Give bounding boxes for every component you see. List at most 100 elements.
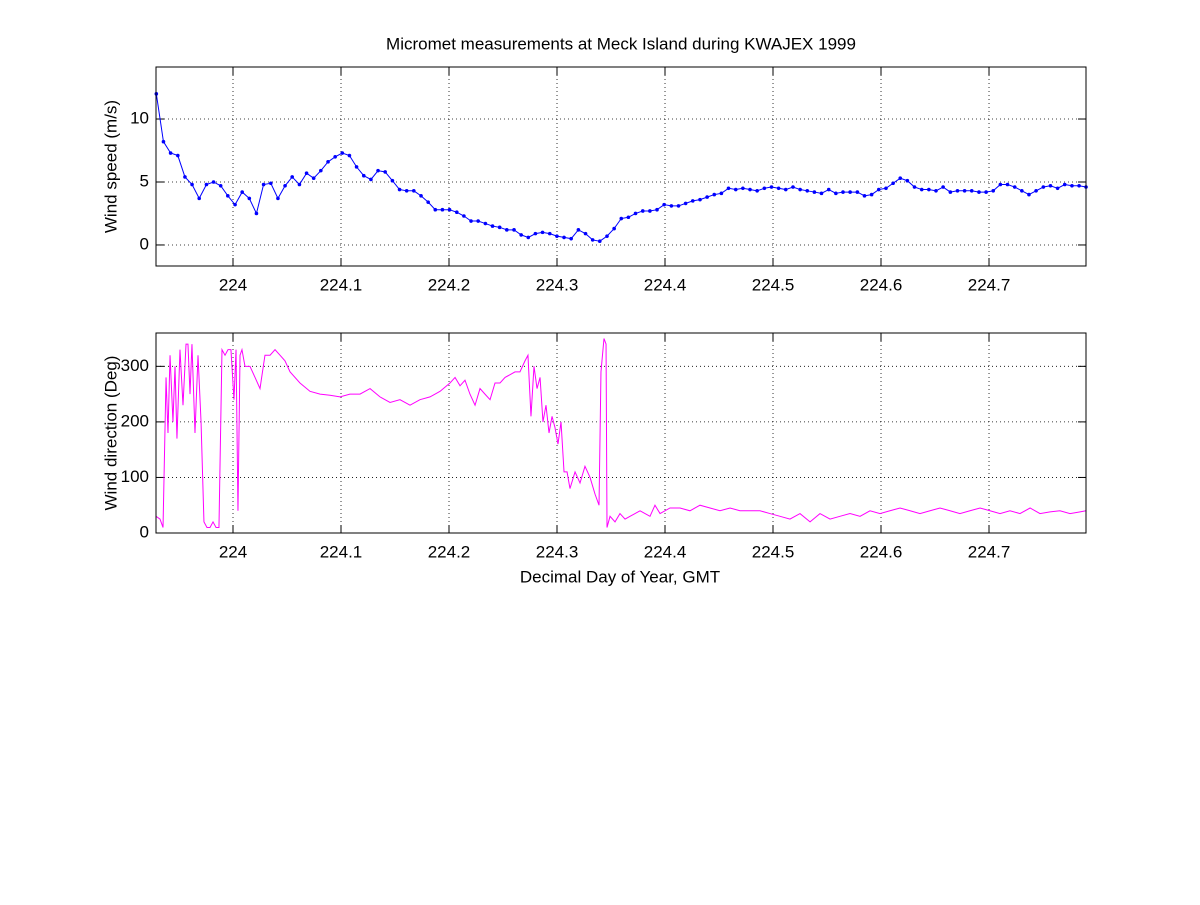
data-point [676,204,681,208]
x-tick-label: 224.3 [536,542,579,561]
data-point [891,181,895,186]
data-point [934,189,938,193]
data-point [912,185,917,189]
data-point [297,182,302,187]
x-tick-label: 224.4 [644,542,687,561]
data-point [497,225,502,230]
data-point [719,191,724,196]
data-point [326,160,330,164]
y-tick-label: 0 [140,522,149,541]
data-point [655,207,659,212]
data-point [204,182,209,187]
y-tick-label: 100 [121,467,149,486]
data-point [1012,185,1017,189]
data-point [783,187,788,192]
x-tick-label: 224.5 [752,542,795,561]
data-point [347,153,352,158]
data-point [869,192,874,197]
data-point [290,175,294,179]
data-point [855,190,860,194]
data-point [755,189,759,193]
data-point [1005,182,1010,187]
data-point [397,187,402,192]
data-point [197,196,202,201]
data-point [884,186,888,191]
data-point [547,231,552,236]
x-tick-label: 224 [219,542,247,561]
data-point [941,185,945,189]
data-point [998,182,1003,187]
data-point [462,214,466,218]
x-tick-label: 224.6 [860,275,903,294]
data-point [176,153,180,158]
data-point [619,216,624,221]
data-point [848,190,852,194]
data-point [1055,186,1060,191]
data-point [1041,185,1046,189]
data-point [383,170,387,174]
data-point [977,190,981,194]
data-point [919,187,924,192]
axes-frame [155,332,1087,534]
data-point [1027,192,1031,197]
data-point [233,202,237,207]
data-point [841,190,845,194]
x-tick-label: 224.2 [428,275,471,294]
x-axis-label: Decimal Day of Year, GMT [520,567,720,586]
data-point [805,189,810,193]
data-point [576,228,581,232]
data-point [469,219,473,223]
y-tick-label: 300 [121,356,149,375]
data-point [419,194,423,198]
data-point [662,202,666,207]
data-point [741,186,745,191]
data-point [218,183,223,188]
data-point [834,191,838,196]
data-point [605,234,609,238]
data-point [1034,189,1038,193]
data-point [1070,183,1074,188]
data-point [190,182,194,187]
data-point [247,196,252,201]
data-line [155,338,1087,528]
data-point [733,187,738,192]
data-point [447,207,452,212]
data-point [304,171,309,175]
data-point [555,234,559,238]
data-point [540,230,545,235]
data-point [340,151,345,155]
data-point [1048,183,1053,188]
axes-frame [155,66,1087,267]
data-point [876,187,881,192]
data-point [955,189,960,193]
data-point [984,190,988,194]
y-axis-label: Wind speed (m/s) [101,100,120,233]
data-point [211,180,216,184]
data-point [512,228,516,232]
data-point [948,190,953,194]
data-point [504,228,509,232]
data-point [361,173,366,178]
y-tick-label: 10 [130,109,149,128]
data-point [269,181,273,186]
data-point [590,238,595,242]
data-point [261,182,266,187]
data-point [161,139,166,144]
data-point [562,235,566,240]
x-tick-label: 224.1 [320,275,363,294]
data-point [526,235,531,240]
data-point [319,168,323,173]
data-point [927,187,931,192]
data-point [698,197,702,202]
data-point [898,176,903,181]
data-point [433,207,438,212]
data-point [569,236,573,241]
data-point [690,199,695,203]
y-tick-label: 200 [121,411,149,430]
data-point [404,189,409,193]
data-point [276,196,280,201]
plot-area [156,67,1086,266]
data-point [254,211,259,216]
data-point [597,239,602,243]
x-tick-label: 224.7 [968,275,1011,294]
